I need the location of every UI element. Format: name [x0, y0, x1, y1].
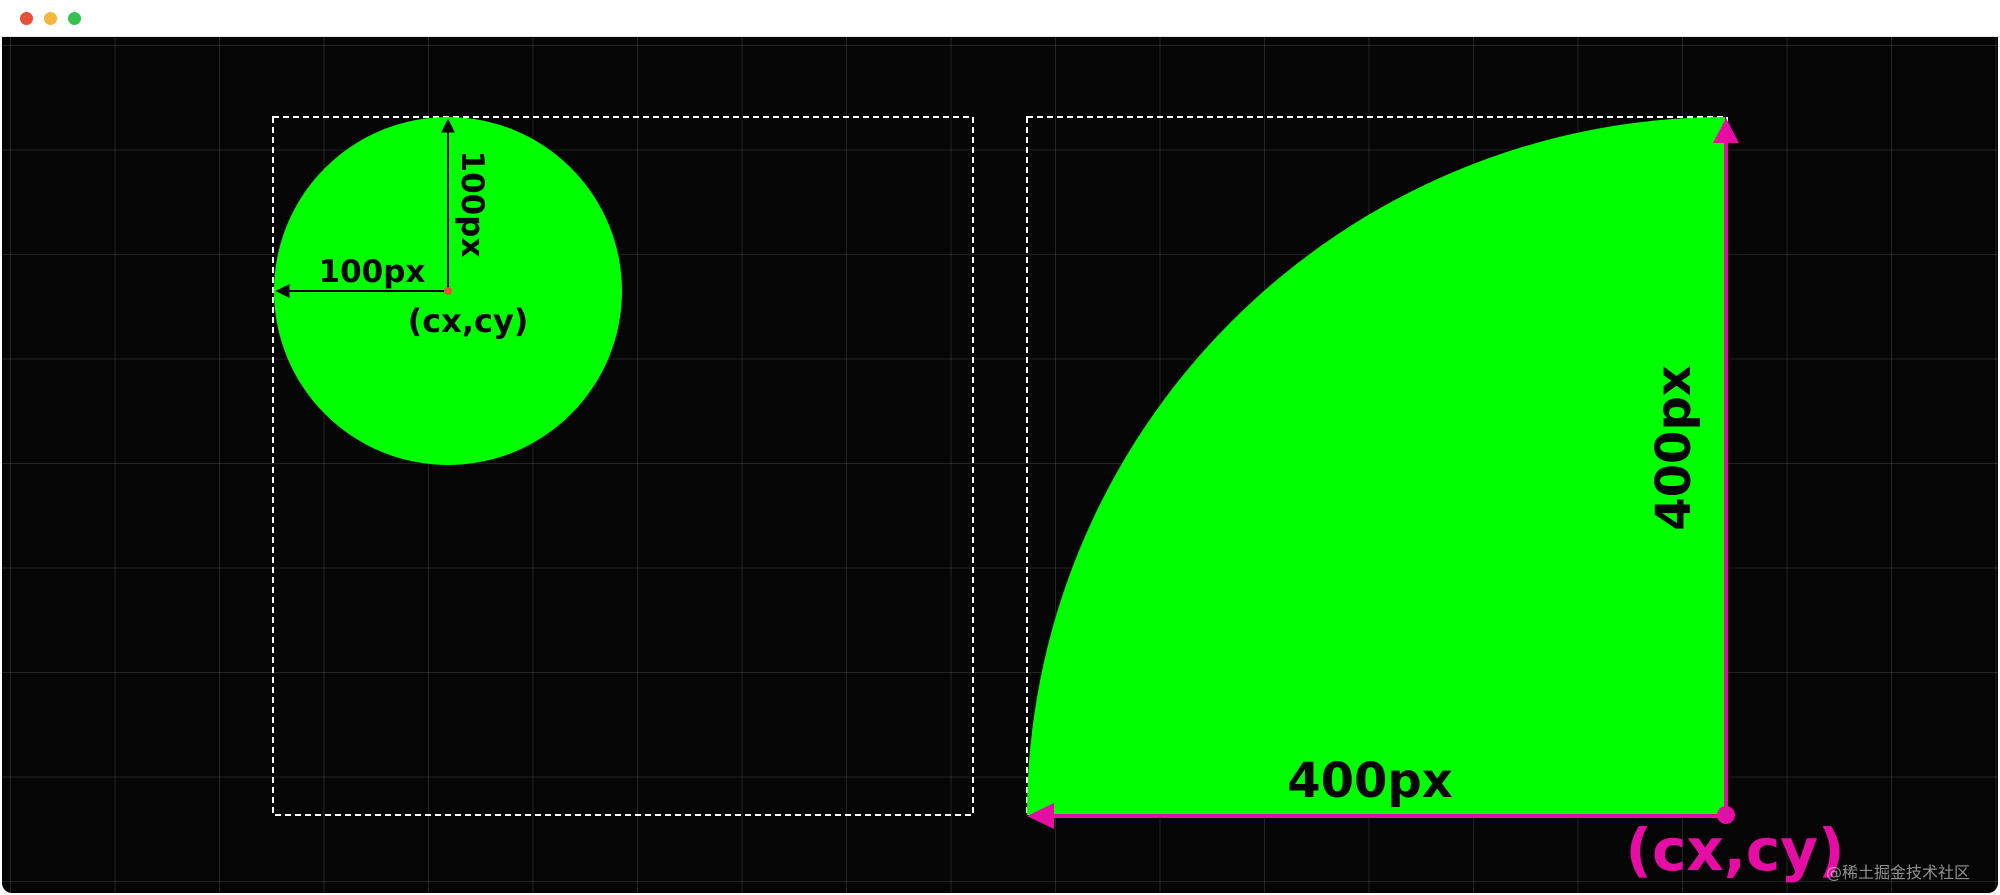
right-center-dot [1717, 806, 1735, 824]
right-horizontal-arrowhead [1027, 803, 1054, 829]
left-center-dot [444, 287, 452, 295]
right-quarter-disc [1027, 117, 1725, 815]
right-vertical-arrowhead [1713, 118, 1739, 143]
right-vertical-radius-label: 400px [1646, 365, 1702, 531]
right-center-label: (cx,cy) [1625, 816, 1844, 884]
right-horizontal-radius-label: 400px [1287, 753, 1453, 809]
left-vertical-radius-label: 100px [454, 151, 490, 258]
title-bar [0, 0, 2000, 37]
close-button[interactable] [20, 12, 33, 25]
minimize-button[interactable] [44, 12, 57, 25]
right-bounding-box [1026, 116, 1728, 816]
left-center-label: (cx,cy) [408, 302, 529, 340]
left-bounding-box [272, 116, 974, 816]
watermark: @稀土掘金技术社区 [1825, 863, 1970, 882]
left-horizontal-radius-label: 100px [319, 254, 426, 290]
maximize-button[interactable] [68, 12, 81, 25]
